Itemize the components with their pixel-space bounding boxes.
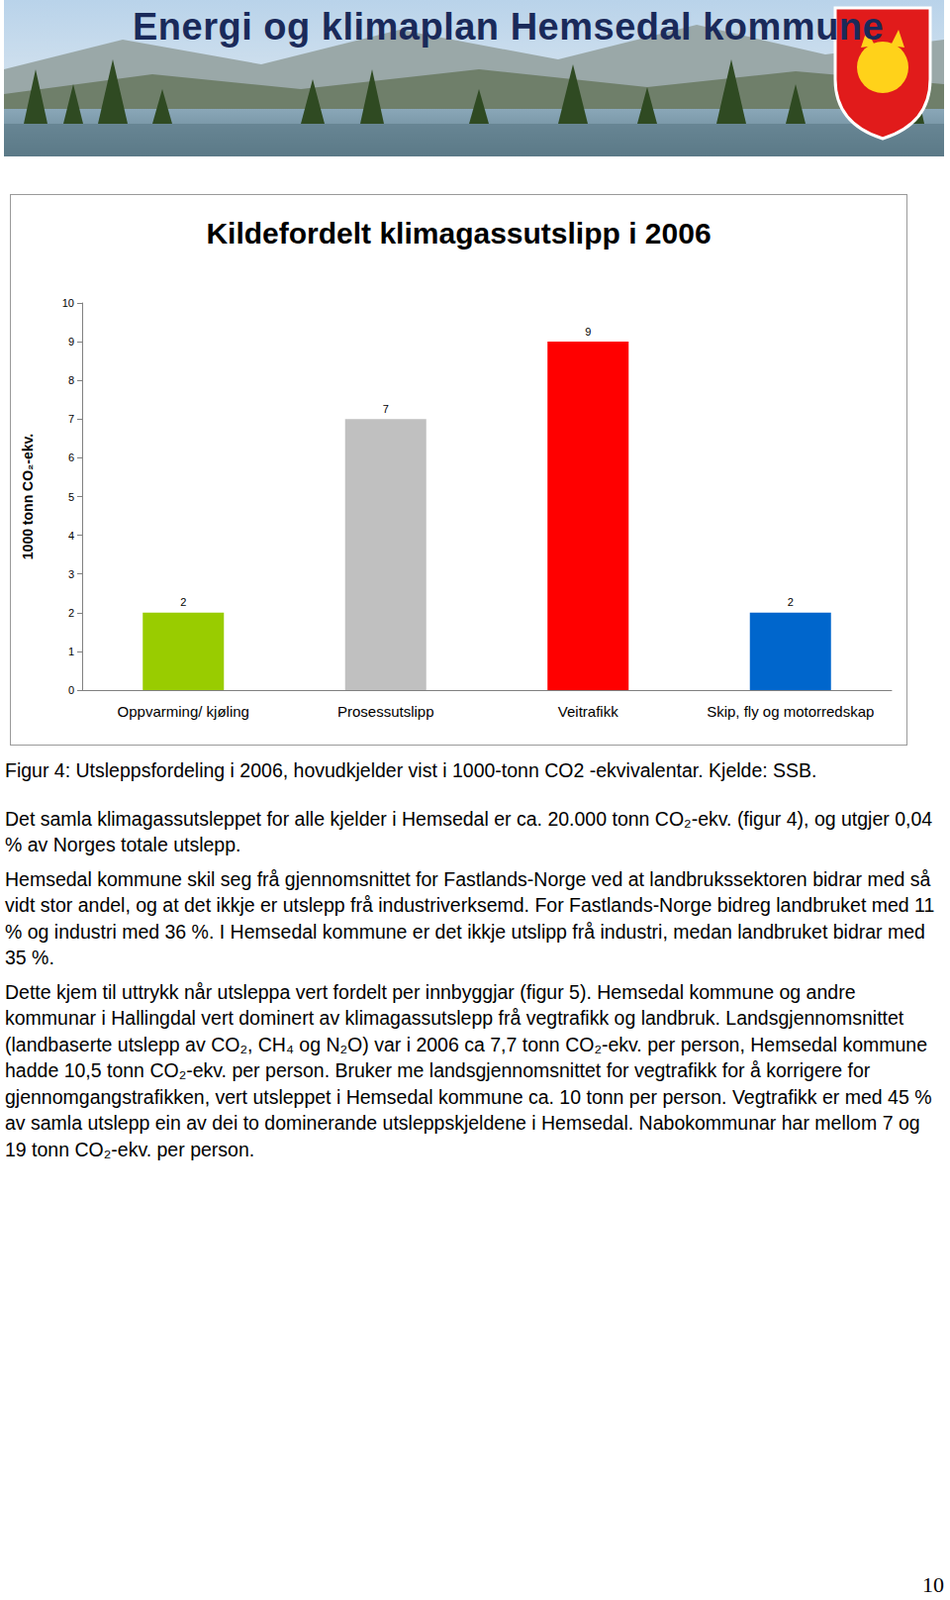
svg-text:6: 6	[68, 451, 75, 464]
html-text:Det samla klimagassutsleppet f: Det samla klimagassutsleppet for alle kj…	[4, 807, 933, 855]
svg-text:2: 2	[180, 595, 187, 608]
svg-text:10: 10	[62, 296, 75, 309]
html-text:10: 10	[922, 1571, 945, 1597]
html-text:Figur 4: Utsleppsfordeling i 2: Figur 4: Utsleppsfordeling i 2006, hovud…	[4, 759, 817, 781]
svg-text:9: 9	[68, 335, 75, 348]
svg-text:1: 1	[68, 645, 75, 658]
html-text:Dette kjem til uttrykk når uts: Dette kjem til uttrykk når utsleppa vert…	[4, 980, 932, 1160]
svg-text:8: 8	[68, 374, 75, 386]
svg-text:3: 3	[68, 568, 75, 580]
svg-text:2: 2	[787, 595, 794, 608]
svg-text:Veitrafikk: Veitrafikk	[558, 702, 619, 720]
svg-text:Oppvarming/ kjøling: Oppvarming/ kjøling	[117, 702, 250, 720]
svg-text:Kildefordelt klimagassutslipp: Kildefordelt klimagassutslipp i 2006	[205, 216, 711, 250]
html-text:Hemsedal kommune skil seg frå: Hemsedal kommune skil seg frå gjennomsni…	[4, 867, 935, 968]
svg-text:1000 tonn CO₂-ekv.: 1000 tonn CO₂-ekv.	[19, 433, 36, 560]
svg-text:7: 7	[68, 412, 75, 425]
svg-text:5: 5	[68, 490, 75, 503]
svg-text:7: 7	[382, 402, 389, 415]
svg-text:2: 2	[68, 606, 75, 619]
html-text:Energi og klimaplan Hemsedal k: Energi og klimaplan Hemsedal kommune	[132, 5, 884, 48]
svg-text:9: 9	[584, 325, 591, 338]
svg-text:Skip, fly og motorredskap: Skip, fly og motorredskap	[706, 702, 874, 720]
svg-text:4: 4	[68, 529, 75, 542]
svg-text:0: 0	[68, 683, 75, 696]
svg-text:Prosessutslipp: Prosessutslipp	[337, 702, 435, 720]
